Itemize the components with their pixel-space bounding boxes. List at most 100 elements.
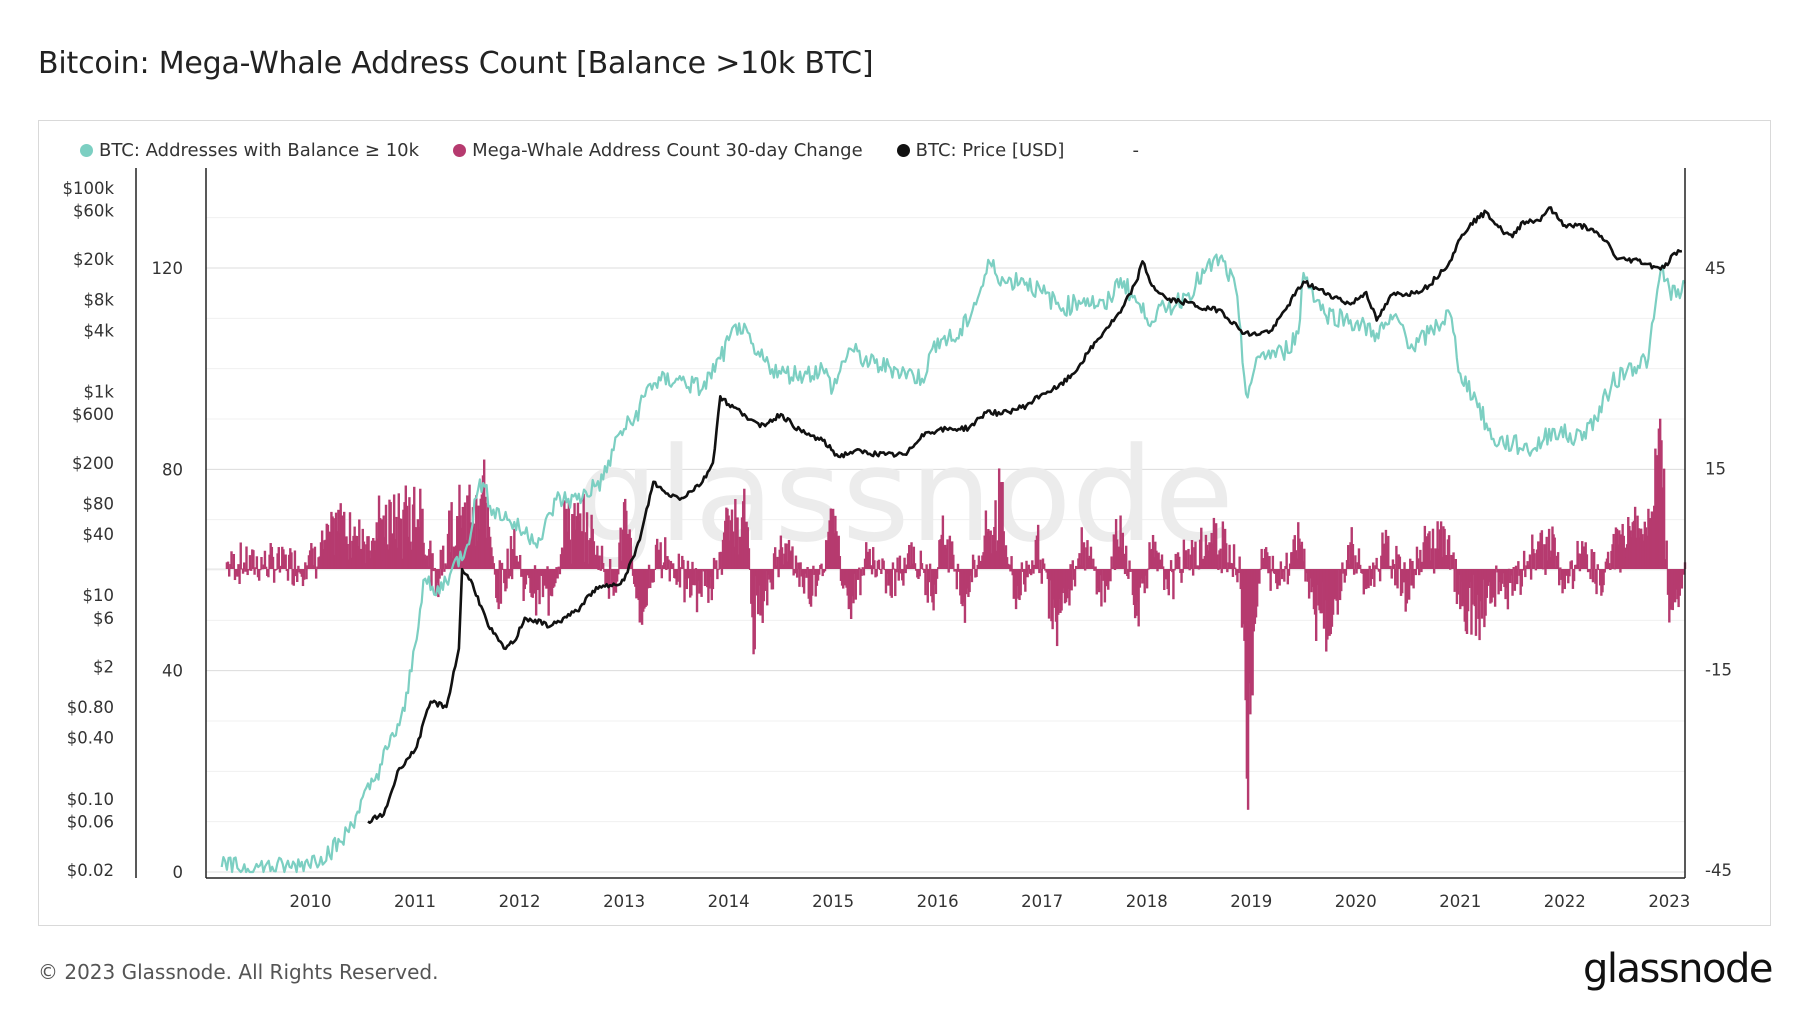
change-bar (568, 539, 572, 569)
change-bar (1459, 569, 1462, 610)
change-bar (1228, 544, 1231, 569)
change-bar (1553, 537, 1556, 569)
change-bar (1269, 569, 1272, 591)
change-bar (1010, 556, 1013, 569)
change-bar (1361, 569, 1364, 574)
change-bar (1326, 569, 1329, 640)
change-bar (413, 486, 416, 569)
change-bar (799, 562, 802, 569)
change-bar (1042, 563, 1046, 569)
right-tick-label: -45 (1705, 861, 1732, 880)
change-bar (1304, 569, 1307, 582)
change-bar (746, 527, 749, 569)
change-bar (720, 569, 724, 575)
change-bar (282, 549, 285, 569)
change-bar (433, 567, 437, 569)
change-bar (927, 569, 931, 583)
change-bar (1271, 555, 1275, 569)
change-bar (1344, 569, 1348, 576)
change-bar (1378, 569, 1382, 582)
legend-dot-icon (80, 143, 93, 157)
change-bar (1236, 569, 1239, 583)
left-tick-label: $0.40 (67, 729, 114, 748)
change-bar (244, 569, 247, 572)
change-bar (1409, 558, 1412, 569)
change-bar (435, 569, 439, 583)
change-bar (1419, 549, 1422, 569)
change-bar (495, 569, 498, 598)
change-bar (1191, 569, 1195, 576)
x-tick-label: 2018 (1126, 892, 1168, 911)
change-bar (1584, 542, 1587, 569)
change-bar (891, 562, 895, 569)
change-bar (860, 569, 863, 576)
change-bar (1219, 548, 1222, 569)
change-bar (988, 536, 991, 569)
change-bar (1258, 569, 1261, 584)
chart-title: Bitcoin: Mega-Whale Address Count [Balan… (38, 46, 874, 81)
change-bar (1283, 569, 1286, 582)
change-bar (1270, 569, 1273, 572)
change-bar (1268, 556, 1271, 569)
change-bar (903, 557, 906, 569)
change-bar (882, 560, 885, 569)
change-bar (267, 569, 270, 578)
change-bar (952, 554, 955, 569)
x-tick-label: 2014 (708, 892, 750, 911)
legend-item-price[interactable]: BTC: Price [USD] (896, 140, 1064, 161)
change-bar (1251, 569, 1254, 696)
change-bar (1662, 468, 1666, 569)
right-tick-label: -15 (1705, 660, 1732, 679)
change-bar (973, 559, 976, 569)
change-bar (664, 537, 667, 569)
change-bar (1375, 557, 1378, 569)
change-bar (1387, 535, 1390, 569)
change-bar (1233, 567, 1237, 569)
legend-item-change[interactable]: Mega-Whale Address Count 30-day Change (453, 140, 863, 161)
change-bar (873, 560, 876, 569)
change-bar (1297, 522, 1300, 569)
change-bar (252, 550, 255, 569)
change-bar (608, 559, 612, 569)
change-bar (1568, 569, 1571, 577)
change-bar (308, 550, 312, 569)
change-bar (1481, 569, 1485, 580)
change-bar (1357, 548, 1361, 569)
change-bar (486, 502, 490, 569)
change-bar (1299, 545, 1302, 569)
change-bar (1619, 569, 1622, 573)
change-bar (1522, 550, 1526, 569)
change-bar (532, 569, 536, 594)
change-bar (1112, 534, 1116, 569)
change-bar (538, 569, 541, 605)
change-bar (1664, 559, 1667, 569)
change-bar (1540, 530, 1544, 569)
change-bar (1309, 569, 1312, 579)
change-bar (1144, 569, 1148, 576)
change-bar (1027, 564, 1031, 569)
change-bar (920, 563, 924, 569)
change-bar (1314, 569, 1318, 641)
change-bar (1230, 563, 1234, 569)
change-bar (533, 565, 537, 569)
change-bar (1069, 564, 1072, 569)
change-bar (747, 548, 751, 569)
left-tick-label: $100k (62, 179, 114, 198)
change-bar (1148, 542, 1151, 569)
change-bar (554, 569, 557, 584)
change-bar (683, 569, 686, 603)
change-bar (647, 564, 651, 569)
change-bar (475, 495, 478, 569)
change-bar (513, 528, 516, 569)
change-bar (1142, 569, 1145, 579)
legend-dot-icon (896, 143, 910, 157)
change-bar (1245, 569, 1249, 779)
glassnode-logo[interactable]: glassnode (1582, 946, 1774, 992)
legend-item-addresses[interactable]: BTC: Addresses with Balance ≥ 10k (80, 140, 419, 161)
change-bar (448, 510, 451, 569)
change-bar (1080, 527, 1083, 569)
change-bar (771, 569, 775, 590)
change-bar (794, 555, 798, 569)
change-bar (1078, 553, 1081, 569)
change-bar (463, 502, 467, 569)
